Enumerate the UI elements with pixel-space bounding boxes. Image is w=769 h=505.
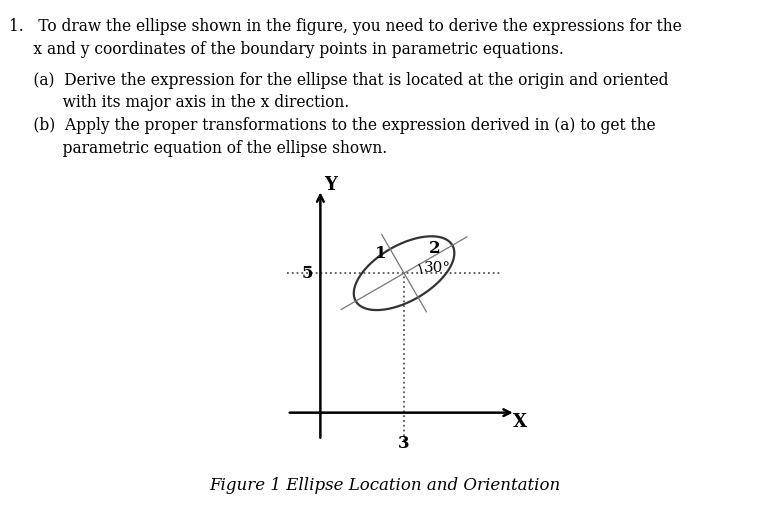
Text: Figure 1 Ellipse Location and Orientation: Figure 1 Ellipse Location and Orientatio… <box>209 477 560 494</box>
Text: 2: 2 <box>429 239 441 257</box>
Text: with its major axis in the x direction.: with its major axis in the x direction. <box>9 94 349 112</box>
Text: Y: Y <box>324 176 337 194</box>
Text: x and y coordinates of the boundary points in parametric equations.: x and y coordinates of the boundary poin… <box>9 41 564 59</box>
Text: (b)  Apply the proper transformations to the expression derived in (a) to get th: (b) Apply the proper transformations to … <box>9 117 656 134</box>
Text: 1.   To draw the ellipse shown in the figure, you need to derive the expressions: 1. To draw the ellipse shown in the figu… <box>9 18 682 35</box>
Text: 3: 3 <box>398 435 410 452</box>
Text: parametric equation of the ellipse shown.: parametric equation of the ellipse shown… <box>9 140 388 157</box>
Text: 1: 1 <box>375 244 386 262</box>
Text: 30°: 30° <box>424 261 451 275</box>
Text: X: X <box>513 414 527 431</box>
Text: 5: 5 <box>302 265 314 282</box>
Text: (a)  Derive the expression for the ellipse that is located at the origin and ori: (a) Derive the expression for the ellips… <box>9 72 669 89</box>
